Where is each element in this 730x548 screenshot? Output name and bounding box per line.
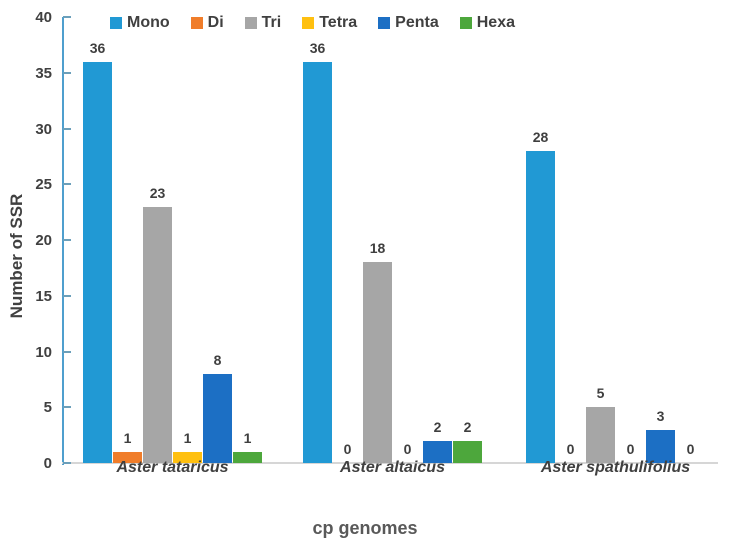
- x-axis-line: [62, 462, 718, 464]
- value-label: 23: [149, 185, 166, 201]
- value-label: 8: [213, 352, 222, 368]
- y-axis-line: [62, 17, 64, 465]
- value-label: 36: [89, 40, 106, 56]
- value-label: 0: [626, 441, 635, 457]
- legend-label: Tri: [261, 14, 282, 31]
- legend-item-tri: Tri: [244, 14, 282, 31]
- y-tick-mark: [63, 294, 71, 297]
- bar-tri-2: [363, 262, 392, 463]
- value-label: 5: [596, 385, 605, 401]
- y-tick-label: 15: [35, 287, 52, 305]
- legend-item-penta: Penta: [378, 15, 439, 31]
- y-tick-label: 20: [35, 232, 52, 249]
- value-label: 3: [656, 408, 665, 424]
- legend-label: Di: [207, 14, 224, 31]
- y-tick-label: 30: [35, 120, 52, 138]
- y-tick-mark: [63, 16, 71, 18]
- legend-item-hexa: Hexa: [459, 14, 515, 31]
- y-tick-label: 0: [43, 455, 52, 472]
- x-axis-title: cp genomes: [312, 518, 418, 538]
- legend-swatch-icon: [302, 17, 315, 29]
- value-label: 36: [309, 40, 326, 56]
- y-tick-label: 40: [35, 9, 52, 26]
- value-label: 1: [123, 430, 132, 446]
- value-label: 28: [532, 129, 549, 145]
- bar-mono-2: [303, 62, 332, 463]
- legend-swatch-icon: [378, 17, 391, 29]
- value-label: 2: [433, 419, 442, 435]
- legend-swatch-icon: [190, 17, 203, 29]
- value-label: 0: [686, 441, 695, 457]
- y-tick-label: 25: [35, 176, 52, 194]
- y-tick-mark: [63, 239, 71, 241]
- legend-swatch-icon: [459, 17, 472, 29]
- legend-item-tetra: Tetra: [302, 15, 357, 31]
- bar-mono-3: [526, 151, 555, 463]
- bar-penta-2: [423, 441, 452, 463]
- y-tick-label: 35: [35, 64, 52, 82]
- bar-di-1: [113, 452, 142, 463]
- value-label: 0: [403, 441, 412, 457]
- bar-tri-3: [586, 407, 615, 463]
- bar-hexa-2: [453, 441, 482, 463]
- legend: Mono Di Tri Tetra Penta Hexa: [110, 15, 515, 31]
- legend-item-di: Di: [190, 14, 224, 31]
- y-tick-mark: [63, 350, 71, 353]
- value-label: 0: [343, 441, 352, 457]
- value-label: 0: [566, 441, 575, 457]
- legend-item-mono: Mono: [110, 15, 170, 31]
- value-label: 1: [243, 430, 252, 446]
- y-tick-mark: [63, 462, 71, 464]
- y-tick-mark: [63, 406, 71, 409]
- legend-label: Tetra: [319, 14, 358, 31]
- bar-mono-1: [83, 62, 112, 463]
- value-label: 1: [183, 430, 192, 446]
- value-label: 2: [463, 419, 472, 435]
- category-label-2: Aster altaicus: [340, 459, 445, 476]
- y-tick-label: 10: [35, 343, 52, 361]
- bar-tetra-1: [173, 452, 202, 463]
- legend-label: Penta: [395, 14, 439, 31]
- bar-penta-1: [203, 374, 232, 463]
- y-tick-mark: [63, 183, 71, 186]
- y-tick-mark: [63, 71, 71, 74]
- bar-tri-1: [143, 207, 172, 463]
- y-tick-label: 5: [43, 399, 52, 417]
- bar-hexa-1: [233, 452, 262, 463]
- legend-swatch-icon: [110, 17, 122, 29]
- legend-swatch-icon: [244, 17, 257, 29]
- value-label: 18: [369, 240, 386, 256]
- category-label-1: Aster tataricus: [116, 459, 229, 476]
- y-tick-mark: [63, 127, 71, 130]
- legend-label: Hexa: [476, 14, 515, 31]
- legend-label: Mono: [127, 14, 170, 31]
- plot-area: 36 1 23 1 8 1 36 0 18 0 2 2 28 0 5 0 3 0: [63, 17, 718, 463]
- bar-penta-3: [646, 430, 675, 463]
- category-label-3: Aster spathulifolius: [540, 459, 691, 476]
